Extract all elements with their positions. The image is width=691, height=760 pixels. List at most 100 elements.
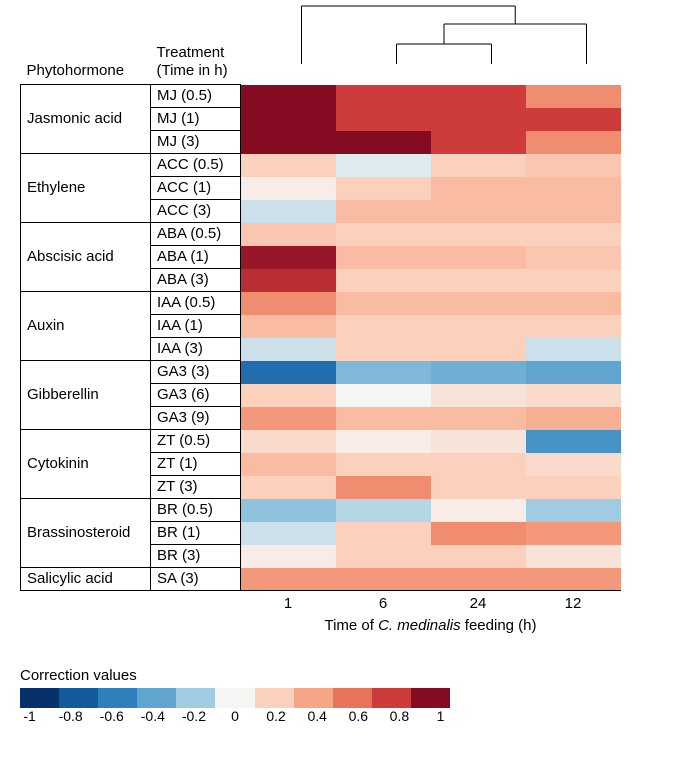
header-treatment: Treatment(Time in h) bbox=[151, 42, 241, 85]
colorbar-segment bbox=[137, 688, 176, 708]
heat-cell bbox=[526, 453, 621, 476]
heat-cell bbox=[431, 430, 526, 453]
treatment-cell: MJ (1) bbox=[151, 108, 241, 131]
heatmap-row: GibberellinGA3 (3) bbox=[21, 361, 621, 384]
heat-cell bbox=[431, 384, 526, 407]
heat-cell bbox=[431, 177, 526, 200]
heat-cell bbox=[241, 499, 336, 522]
heat-cell bbox=[336, 292, 431, 315]
heat-cell bbox=[241, 476, 336, 499]
phytohormone-cell: Cytokinin bbox=[21, 430, 151, 499]
x-axis-label: Time of C. medinalis feeding (h) bbox=[241, 615, 621, 637]
heat-cell bbox=[526, 499, 621, 522]
heat-cell bbox=[526, 85, 621, 108]
colorbar-tick: 0 bbox=[214, 708, 255, 724]
colorbar-segment bbox=[215, 688, 254, 708]
heat-cell bbox=[431, 292, 526, 315]
heat-cell bbox=[526, 545, 621, 568]
colorbar-ticks: -1-0.8-0.6-0.4-0.200.20.40.60.81 bbox=[9, 708, 461, 724]
heat-cell bbox=[526, 476, 621, 499]
x-tick: 6 bbox=[336, 591, 431, 616]
colorbar bbox=[20, 688, 450, 708]
heat-cell bbox=[526, 407, 621, 430]
treatment-cell: BR (3) bbox=[151, 545, 241, 568]
heat-cell bbox=[241, 384, 336, 407]
heat-cell bbox=[241, 200, 336, 223]
colorbar-segment bbox=[255, 688, 294, 708]
heat-cell bbox=[241, 407, 336, 430]
treatment-cell: GA3 (9) bbox=[151, 407, 241, 430]
heat-cell bbox=[241, 292, 336, 315]
x-tick: 1 bbox=[241, 591, 336, 616]
phytohormone-cell: Auxin bbox=[21, 292, 151, 361]
heat-cell bbox=[241, 453, 336, 476]
heat-cell bbox=[241, 568, 336, 591]
heat-cell bbox=[241, 131, 336, 154]
heat-cell bbox=[241, 338, 336, 361]
treatment-cell: ZT (0.5) bbox=[151, 430, 241, 453]
heat-cell bbox=[241, 545, 336, 568]
heat-cell bbox=[336, 384, 431, 407]
heat-cell bbox=[336, 361, 431, 384]
x-tick: 24 bbox=[431, 591, 526, 616]
heat-cell bbox=[431, 338, 526, 361]
heat-cell bbox=[431, 407, 526, 430]
heat-cell bbox=[431, 361, 526, 384]
x-tick: 12 bbox=[526, 591, 621, 616]
heat-cell bbox=[431, 476, 526, 499]
heat-cell bbox=[431, 200, 526, 223]
heatmap-table: PhytohormoneTreatment(Time in h)Jasmonic… bbox=[20, 42, 621, 637]
heat-cell bbox=[431, 85, 526, 108]
phytohormone-cell: Abscisic acid bbox=[21, 223, 151, 292]
colorbar-tick: -0.6 bbox=[91, 708, 132, 724]
heat-cell bbox=[241, 315, 336, 338]
treatment-cell: ACC (0.5) bbox=[151, 154, 241, 177]
heat-cell bbox=[526, 315, 621, 338]
colorbar-segment bbox=[333, 688, 372, 708]
heat-cell bbox=[336, 338, 431, 361]
heat-cell bbox=[241, 85, 336, 108]
colorbar-tick: 1 bbox=[420, 708, 461, 724]
heat-cell bbox=[431, 246, 526, 269]
heat-cell bbox=[336, 154, 431, 177]
heat-cell bbox=[336, 545, 431, 568]
colorbar-tick: 0.4 bbox=[297, 708, 338, 724]
heat-cell bbox=[526, 522, 621, 545]
treatment-cell: ACC (1) bbox=[151, 177, 241, 200]
heat-cell bbox=[431, 223, 526, 246]
heat-cell bbox=[526, 384, 621, 407]
heat-cell bbox=[336, 522, 431, 545]
heat-cell bbox=[526, 131, 621, 154]
treatment-cell: BR (0.5) bbox=[151, 499, 241, 522]
heat-cell bbox=[526, 200, 621, 223]
phytohormone-cell: Gibberellin bbox=[21, 361, 151, 430]
heat-cell bbox=[336, 476, 431, 499]
phytohormone-cell: Salicylic acid bbox=[21, 568, 151, 591]
heatmap-row: EthyleneACC (0.5) bbox=[21, 154, 621, 177]
legend-title: Correction values bbox=[20, 667, 671, 684]
treatment-cell: IAA (3) bbox=[151, 338, 241, 361]
colorbar-segment bbox=[20, 688, 59, 708]
phytohormone-cell: Ethylene bbox=[21, 154, 151, 223]
treatment-cell: MJ (3) bbox=[151, 131, 241, 154]
treatment-cell: MJ (0.5) bbox=[151, 85, 241, 108]
heat-cell bbox=[336, 568, 431, 591]
heat-cell bbox=[431, 131, 526, 154]
treatment-cell: GA3 (3) bbox=[151, 361, 241, 384]
heat-cell bbox=[526, 154, 621, 177]
heat-cell bbox=[336, 223, 431, 246]
heatmap-row: BrassinosteroidBR (0.5) bbox=[21, 499, 621, 522]
column-dendrogram bbox=[254, 4, 634, 64]
heat-cell bbox=[241, 430, 336, 453]
treatment-cell: ACC (3) bbox=[151, 200, 241, 223]
colorbar-tick: 0.2 bbox=[256, 708, 297, 724]
heat-cell bbox=[336, 246, 431, 269]
phytohormone-cell: Brassinosteroid bbox=[21, 499, 151, 568]
heat-cell bbox=[241, 177, 336, 200]
heat-cell bbox=[431, 453, 526, 476]
heat-cell bbox=[336, 177, 431, 200]
heat-cell bbox=[431, 499, 526, 522]
heat-cell bbox=[526, 177, 621, 200]
heat-cell bbox=[336, 85, 431, 108]
phytohormone-cell: Jasmonic acid bbox=[21, 85, 151, 154]
